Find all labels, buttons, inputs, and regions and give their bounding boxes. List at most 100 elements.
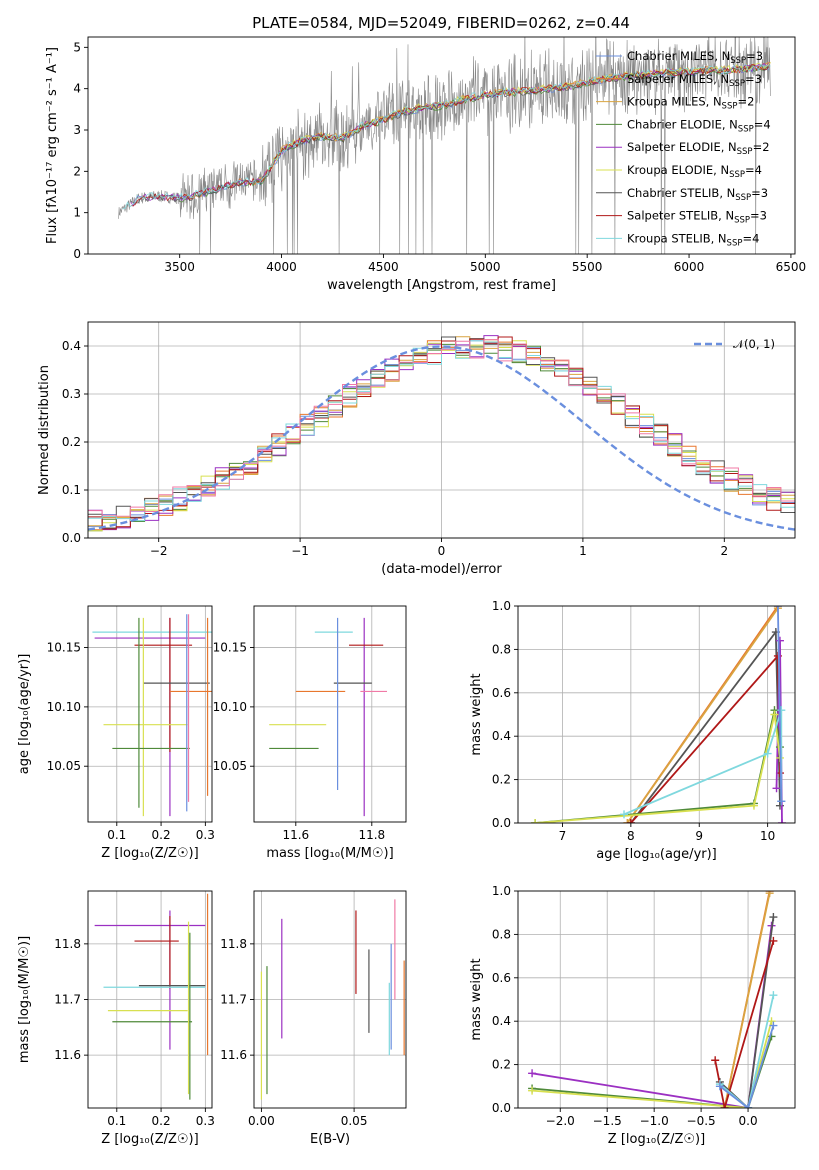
y-tick-label: 11.8 bbox=[220, 937, 247, 951]
weight-series-line bbox=[630, 629, 781, 823]
normal-curve-line bbox=[88, 345, 795, 531]
weight-point-marker bbox=[778, 819, 787, 823]
x-tick-label: 9 bbox=[695, 829, 703, 843]
weight-point-marker bbox=[623, 819, 632, 823]
weight-series-line bbox=[723, 893, 771, 1108]
weight-point-marker bbox=[773, 606, 782, 610]
legend-label-suffix: =4 bbox=[754, 117, 771, 131]
error-bar-marker bbox=[134, 617, 193, 752]
massweight-vs-Z-frame: −2.0 −1.5 −1.0 −0.5 0.0 0.0 0.2 0.4 0.6 0.8 1.0 Z [… bbox=[469, 884, 796, 1147]
error-bar-marker bbox=[103, 617, 188, 817]
weight-point-marker bbox=[775, 636, 784, 645]
legend-label: Kroupa STELIB, NSSP=4 bbox=[627, 231, 759, 248]
weight-point-marker bbox=[770, 710, 779, 719]
weight-point-marker bbox=[711, 1056, 720, 1065]
axes-frame bbox=[517, 890, 796, 1109]
legend-label-main: Salpeter STELIB, N bbox=[627, 209, 734, 223]
weight-point-marker bbox=[620, 810, 629, 819]
y-tick-label: 0.4 bbox=[492, 729, 511, 743]
weight-point-marker bbox=[626, 819, 635, 823]
error-bar-marker bbox=[134, 916, 179, 989]
weight-series-line bbox=[714, 940, 775, 1108]
legend-label-sub: SSP bbox=[738, 124, 754, 134]
legend-label: Chabrier STELIB, NSSP=3 bbox=[627, 186, 768, 203]
weight-series-line bbox=[777, 606, 783, 802]
weight-point-marker bbox=[767, 1017, 776, 1026]
legend-label-sub: SSP bbox=[735, 193, 751, 203]
weight-point-marker bbox=[720, 1104, 729, 1108]
y-tick-label: 0.2 bbox=[492, 773, 511, 787]
legend-label: Chabrier MILES, NSSP=3 bbox=[627, 49, 763, 66]
x-tick-label: 0.3 bbox=[196, 828, 215, 842]
legend-label: Salpeter MILES, NSSP=3 bbox=[627, 72, 762, 89]
x-tick-label: 10 bbox=[760, 829, 775, 843]
x-tick-label: 0.0 bbox=[739, 1114, 758, 1128]
y-tick-label: 0.2 bbox=[62, 435, 81, 449]
massweight-vs-Z-plot bbox=[528, 891, 778, 1108]
legend-label-main: Kroupa ELODIE, N bbox=[627, 163, 729, 177]
y-axis-label: mass weight bbox=[469, 958, 484, 1040]
x-tick-label: 0.2 bbox=[152, 1114, 171, 1128]
axes-frame bbox=[87, 605, 213, 823]
weight-series-line bbox=[532, 1036, 773, 1108]
weight-point-marker bbox=[749, 801, 758, 810]
weight-point-marker bbox=[772, 784, 781, 793]
model-spectrum-line bbox=[256, 62, 771, 184]
weight-series-line bbox=[535, 714, 781, 823]
weight-series-line bbox=[719, 916, 775, 1108]
y-axis-label: mass [log₁₀(M/M☉)] bbox=[17, 936, 32, 1063]
mass-vs-Z-axes bbox=[88, 891, 212, 1108]
legend-label-sub: SSP bbox=[727, 238, 743, 248]
y-tick-label: 2 bbox=[73, 164, 81, 178]
y-tick-label: 11.7 bbox=[220, 993, 247, 1007]
weight-series-line bbox=[626, 607, 779, 823]
legend-label-suffix: =3 bbox=[750, 209, 767, 223]
weight-point-marker bbox=[769, 936, 778, 945]
y-tick-label: 0.3 bbox=[62, 387, 81, 401]
x-tick-label: 4500 bbox=[368, 260, 399, 274]
y-tick-label: 10.10 bbox=[213, 700, 247, 714]
x-tick-label: −2 bbox=[150, 544, 168, 558]
legend-label: Kroupa MILES, NSSP=2 bbox=[627, 95, 754, 112]
y-tick-label: 0.4 bbox=[492, 1014, 511, 1028]
weight-series-line bbox=[719, 995, 775, 1108]
legend-label-sub: SSP bbox=[730, 56, 746, 66]
residual-histogram-step bbox=[88, 336, 795, 530]
legend-label-main: Chabrier STELIB, N bbox=[627, 186, 735, 200]
y-tick-label: 10.10 bbox=[47, 700, 81, 714]
axes-frame bbox=[253, 605, 407, 823]
x-tick-label: 1 bbox=[579, 544, 587, 558]
y-tick-label: 0 bbox=[73, 247, 81, 261]
y-tick-label: 0.0 bbox=[492, 816, 511, 830]
age-vs-Z-plot bbox=[92, 614, 212, 817]
weight-series-line bbox=[532, 1020, 773, 1108]
legend-label-main: Chabrier ELODIE, N bbox=[627, 117, 738, 131]
legend-label-main: Salpeter MILES, N bbox=[627, 72, 729, 86]
y-tick-label: 0.0 bbox=[492, 1101, 511, 1115]
y-tick-label: 0.4 bbox=[62, 339, 81, 353]
legend-label-sub: SSP bbox=[737, 147, 753, 157]
x-tick-label: −1 bbox=[291, 544, 309, 558]
x-axis-label: Z [log₁₀(Z/Z☉)] bbox=[101, 1132, 198, 1147]
weight-series-line bbox=[531, 925, 773, 1108]
x-tick-label: 11.8 bbox=[358, 828, 385, 842]
mass-vs-Z-frame: 0.1 0.2 0.3 11.6 11.7 11.8 Z [log₁₀(Z/Z☉)] mass… bbox=[17, 890, 215, 1147]
y-axis-label: age [log₁₀(age/yr)] bbox=[17, 654, 32, 775]
y-tick-label: 0.1 bbox=[62, 483, 81, 497]
x-tick-label: 0.1 bbox=[107, 1114, 126, 1128]
legend-label-main: Kroupa MILES, N bbox=[627, 95, 722, 109]
y-tick-label: 1 bbox=[73, 206, 81, 220]
residuals-legend: 𝒩(0, 1) bbox=[694, 337, 775, 351]
residual-histogram-step bbox=[88, 340, 795, 522]
x-axis-label: Z [log₁₀(Z/Z☉)] bbox=[101, 846, 198, 861]
legend-label-suffix: =4 bbox=[742, 231, 759, 245]
weight-point-marker bbox=[769, 913, 778, 922]
x-tick-label: 11.6 bbox=[282, 828, 309, 842]
y-tick-label: 1.0 bbox=[492, 599, 511, 613]
weight-point-marker bbox=[777, 706, 786, 715]
legend-label: Kroupa ELODIE, NSSP=4 bbox=[627, 163, 762, 180]
x-tick-label: 6000 bbox=[674, 260, 705, 274]
weight-point-marker bbox=[715, 1082, 724, 1091]
x-tick-label: 2 bbox=[720, 544, 728, 558]
